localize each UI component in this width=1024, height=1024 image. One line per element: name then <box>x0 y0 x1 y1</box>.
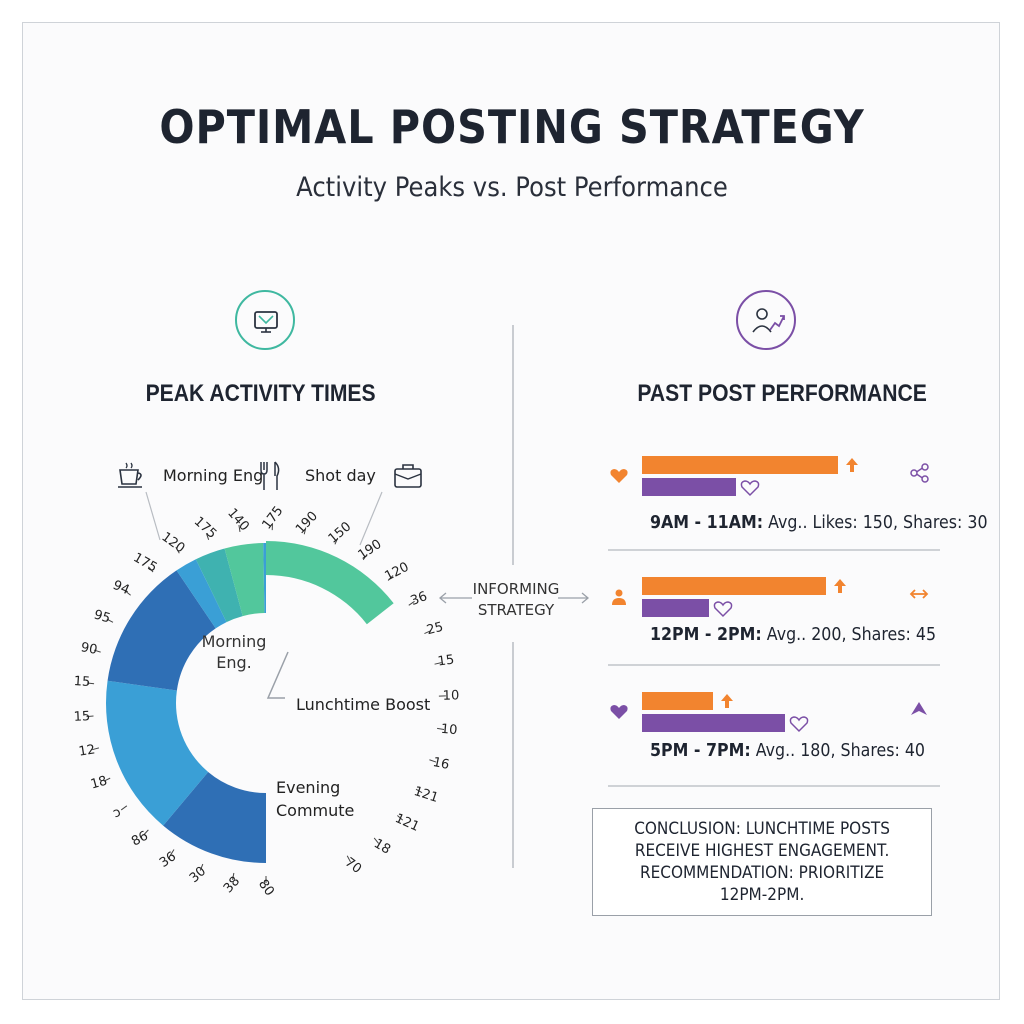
top-label-morning: Morning Eng <box>163 466 264 485</box>
tick-mark <box>429 759 437 763</box>
growth-chart-icon <box>736 290 796 350</box>
conclusion-box: CONCLUSION: LUNCHTIME POSTS RECEIVE HIGH… <box>592 808 932 916</box>
tick-mark <box>92 747 100 751</box>
tick-mark <box>103 777 111 782</box>
tick-mark <box>397 815 404 821</box>
divider-top <box>512 325 514 565</box>
tick-mark <box>175 546 180 554</box>
radial-segment <box>224 543 265 617</box>
monitor-icon <box>235 290 295 350</box>
tick-mark <box>87 682 95 685</box>
tick-mark <box>148 566 154 573</box>
up-arrow-icon <box>842 455 862 480</box>
performance-stats: Avg.. 200, Shares: 45 <box>761 624 937 645</box>
page-title: OPTIMAL POSTING STRATEGY <box>159 100 865 154</box>
tick-mark <box>362 553 368 561</box>
performance-stats: Avg.. Likes: 150, Shares: 30 <box>763 512 988 533</box>
tick-mark <box>199 863 204 871</box>
likes-bar <box>642 456 838 474</box>
shares-bar <box>642 478 737 496</box>
briefcase-icon <box>393 462 423 494</box>
tick-mark <box>120 805 128 811</box>
tick-mark <box>434 662 442 665</box>
row-separator <box>608 664 940 666</box>
radial-segment <box>105 680 209 826</box>
divider-bottom <box>512 642 514 868</box>
middle-label: INFORMING STRATEGY <box>472 580 560 619</box>
tick-mark <box>93 649 101 653</box>
performance-time: 12PM - 2PM: <box>650 624 762 645</box>
likes-bar <box>642 577 826 595</box>
section-title-peak: PEAK ACTIVITY TIMES <box>145 380 376 407</box>
heart-outline-icon <box>740 478 760 503</box>
likes-bar <box>642 692 714 710</box>
tick-mark <box>232 872 235 880</box>
tick-mark <box>334 537 339 545</box>
person-icon <box>609 587 629 612</box>
up-arrow-icon <box>830 576 850 601</box>
radial-segment <box>163 771 266 863</box>
radial-segment <box>107 570 216 691</box>
tick-mark <box>424 630 432 634</box>
radial-segment <box>266 541 394 625</box>
performance-label: 9AM - 11AM: Avg.. Likes: 150, Shares: 30 <box>650 512 988 533</box>
heart-icon <box>609 702 629 727</box>
tick-mark <box>169 849 175 856</box>
cup-icon <box>116 460 146 494</box>
section-title-performance: PAST POST PERFORMANCE <box>637 380 927 407</box>
triangle-icon <box>909 699 929 724</box>
shares-bar <box>642 714 785 732</box>
heart-outline-icon <box>789 714 809 739</box>
conclusion-text: CONCLUSION: LUNCHTIME POSTS RECEIVE HIGH… <box>634 819 890 905</box>
tick-mark <box>143 829 149 836</box>
radial-segment <box>195 548 243 623</box>
shares-bar <box>642 599 709 617</box>
connector-line <box>359 491 383 546</box>
tick-mark <box>124 590 131 596</box>
tick-mark <box>238 524 241 533</box>
performance-time: 5PM - 7PM: <box>650 740 751 761</box>
tick-mark <box>346 855 351 863</box>
performance-time: 9AM - 11AM: <box>650 512 764 533</box>
utensils-icon <box>257 460 283 496</box>
heart-icon <box>609 466 629 491</box>
tick-mark <box>437 727 445 730</box>
tick-mark <box>373 837 379 844</box>
radial-segment <box>176 559 227 629</box>
tick-mark <box>106 618 114 623</box>
performance-label: 5PM - 7PM: Avg.. 180, Shares: 40 <box>650 740 925 761</box>
radial-segment <box>263 543 266 614</box>
double-arrow-icon <box>909 584 929 609</box>
segment-label-morning: Morning Eng. <box>201 632 267 672</box>
tick-mark <box>415 788 423 794</box>
connector-line <box>145 491 161 541</box>
tick-mark <box>86 715 94 718</box>
performance-label: 12PM - 2PM: Avg.. 200, Shares: 45 <box>650 624 936 645</box>
segment-label-lunch: Lunchtime Boost <box>296 695 431 714</box>
tick-mark <box>205 533 210 540</box>
tick-mark <box>408 600 415 606</box>
pointer-mark <box>266 651 289 699</box>
tick-mark <box>387 575 394 581</box>
tick-mark <box>303 527 307 535</box>
heart-outline-icon <box>713 599 733 624</box>
up-arrow-icon <box>717 691 737 716</box>
row-separator <box>608 549 940 551</box>
segment-label-evening: Evening Commute <box>276 778 355 820</box>
share-icon <box>909 463 929 488</box>
row-separator <box>608 785 940 787</box>
page-subtitle: Activity Peaks vs. Post Performance <box>296 172 728 203</box>
performance-stats: Avg.. 180, Shares: 40 <box>750 740 926 761</box>
top-label-shot-day: Shot day <box>305 466 376 485</box>
